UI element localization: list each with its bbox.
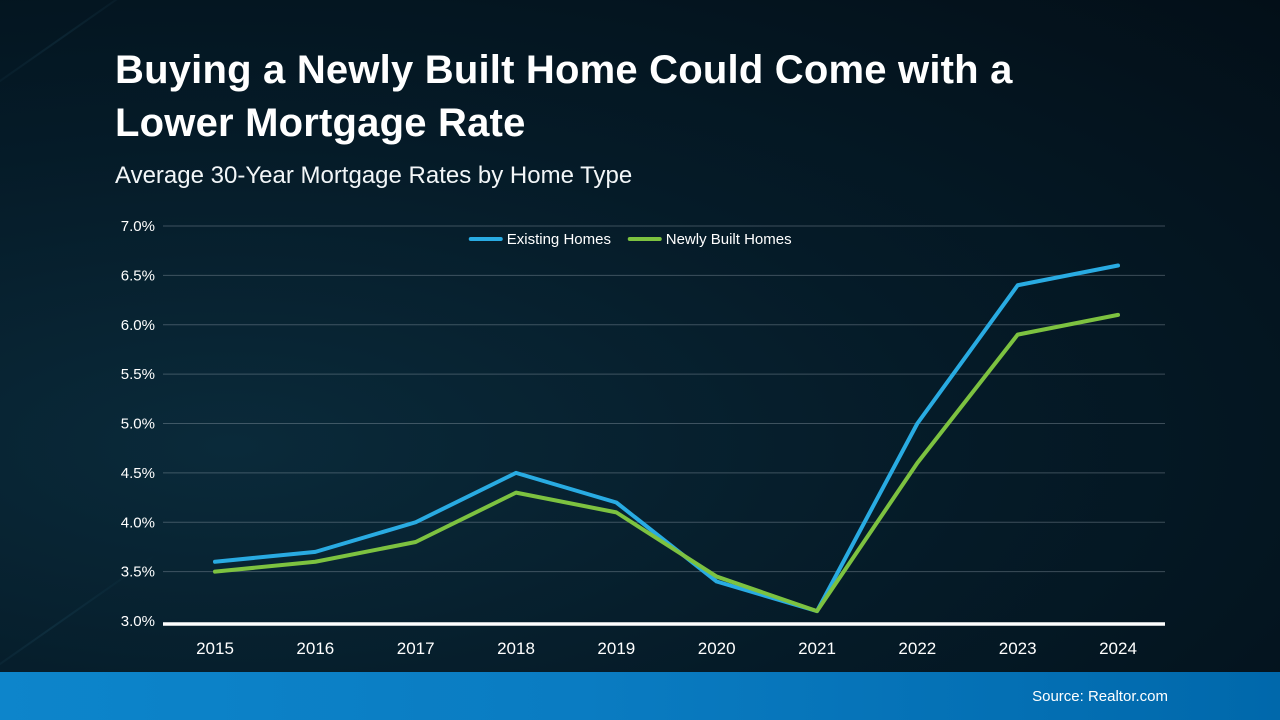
y-axis-tick-label: 5.0% (121, 416, 155, 433)
x-axis-tick-label: 2021 (798, 639, 836, 658)
chart-subtitle: Average 30-Year Mortgage Rates by Home T… (115, 161, 633, 189)
source-text: Source: Realtor.com (1032, 687, 1168, 705)
x-axis-tick-label: 2017 (397, 639, 435, 658)
footer-bar: Source: Realtor.com (0, 672, 1280, 720)
legend-label-newly-built-homes: Newly Built Homes (666, 231, 792, 248)
y-axis-tick-label: 4.5% (121, 465, 155, 482)
x-axis-tick-label: 2016 (296, 639, 334, 658)
chart-title: Buying a Newly Built Home Could Come wit… (115, 44, 1175, 150)
y-axis-tick-label: 7.0% (121, 218, 155, 235)
x-axis-tick-label: 2023 (999, 639, 1037, 658)
x-axis-tick-label: 2020 (698, 639, 736, 658)
chart-title-line-1: Buying a Newly Built Home Could Come wit… (115, 48, 1013, 92)
series-line-newly-built-homes (213, 312, 1120, 614)
chart-header: Buying a Newly Built Home Could Come wit… (115, 44, 1175, 190)
series-line-existing-homes (213, 263, 1120, 614)
y-axis-tick-label: 6.0% (121, 317, 155, 334)
x-axis-tick-label: 2019 (597, 639, 635, 658)
line-chart-svg: 3.0% 3.5% 4.0% 4.5% 5.0% 5.5% 6.0% 6.5% 7.0% 2015… (121, 218, 1165, 658)
x-axis-tick-label: 2015 (196, 639, 234, 658)
x-axis-tick-label: 2018 (497, 639, 535, 658)
mortgage-rates-line-chart: 3.0% 3.5% 4.0% 4.5% 5.0% 5.5% 6.0% 6.5% 7.0% 2015… (100, 210, 1180, 660)
y-axis-tick-label: 3.5% (121, 564, 155, 581)
y-axis-tick-label: 5.5% (121, 366, 155, 383)
legend-label-existing-homes: Existing Homes (507, 231, 611, 248)
y-axis-tick-label: 4.0% (121, 514, 155, 531)
chart-title-line-2: Lower Mortgage Rate (115, 100, 526, 145)
y-axis-tick-label: 3.0% (121, 613, 155, 630)
y-axis-tick-label: 6.5% (121, 267, 155, 284)
x-axis-tick-label: 2022 (898, 639, 936, 658)
x-axis-tick-label: 2024 (1099, 639, 1137, 658)
